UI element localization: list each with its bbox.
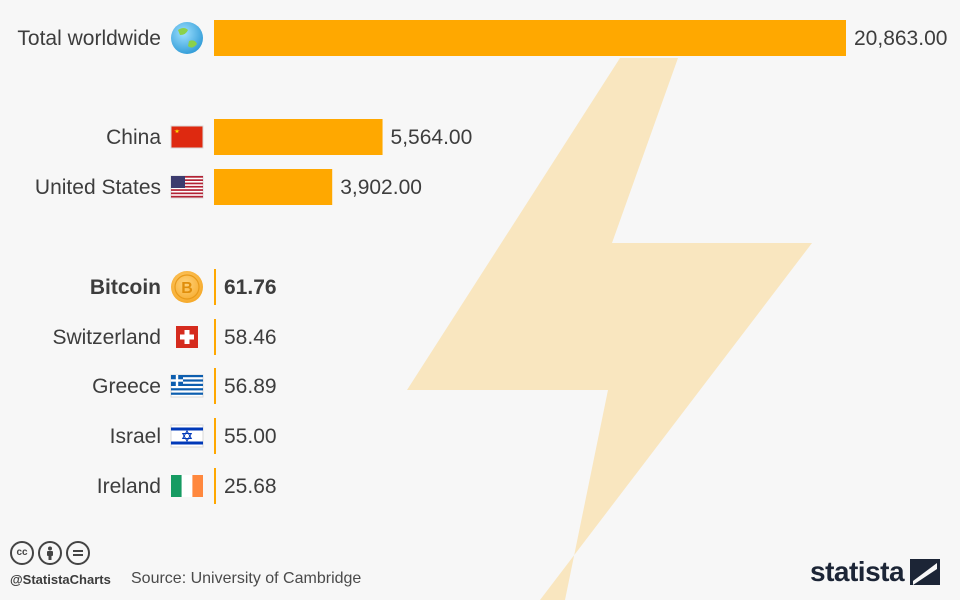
category-label: China xyxy=(106,126,161,149)
category-label: Ireland xyxy=(97,475,161,498)
bar-chart: Total worldwide 20,863.00 China 5,564.00 Uni… xyxy=(17,20,947,504)
bar-row-china: China 5,564.00 xyxy=(106,119,472,155)
bar xyxy=(214,319,216,355)
bar-row-switzerland: Switzerland 58.46 xyxy=(52,319,277,355)
switzerland-flag-icon xyxy=(176,326,198,348)
category-label: Switzerland xyxy=(52,326,161,349)
no-derivatives-icon xyxy=(66,541,90,565)
bar xyxy=(214,368,216,404)
china-flag-icon xyxy=(170,125,204,149)
usa-flag-icon xyxy=(170,175,204,199)
source-note: Source: University of Cambridge xyxy=(131,570,362,587)
bar xyxy=(214,119,383,155)
bar-row-total-worldwide: Total worldwide 20,863.00 xyxy=(17,20,947,56)
value-label: 55.00 xyxy=(224,425,277,448)
bar xyxy=(214,20,846,56)
bar-row-bitcoin: Bitcoin B 61.76 xyxy=(90,269,277,305)
bar xyxy=(214,269,216,305)
category-label: Total worldwide xyxy=(17,27,161,50)
value-label: 25.68 xyxy=(224,475,277,498)
category-label: Greece xyxy=(92,375,161,398)
value-label: 20,863.00 xyxy=(854,27,947,50)
bitcoin-coin-icon: B xyxy=(171,271,203,303)
statista-handle: @StatistaCharts xyxy=(10,572,111,587)
license-icons: cc xyxy=(10,541,90,565)
value-label: 5,564.00 xyxy=(391,126,473,149)
greece-flag-icon xyxy=(170,374,204,398)
category-label: United States xyxy=(35,176,161,199)
israel-flag-icon xyxy=(170,424,204,448)
category-label: Israel xyxy=(110,425,161,448)
value-label: 58.46 xyxy=(224,326,277,349)
bar xyxy=(214,169,333,205)
globe-icon xyxy=(171,22,203,54)
statista-brand: statista xyxy=(810,556,941,588)
value-label: 61.76 xyxy=(224,276,277,299)
bar-row-united-states: United States 3,902.00 xyxy=(35,169,422,205)
bar-row-greece: Greece 56.89 xyxy=(92,368,277,404)
bar-row-israel: Israel 55.00 xyxy=(110,418,277,454)
category-label: Bitcoin xyxy=(90,276,161,299)
value-label: 3,902.00 xyxy=(340,176,422,199)
bar xyxy=(214,418,216,454)
statista-logo-icon xyxy=(910,559,941,585)
bar-row-ireland: Ireland 25.68 xyxy=(97,468,277,504)
value-label: 56.89 xyxy=(224,375,277,398)
bar xyxy=(214,468,216,504)
svg-text:B: B xyxy=(181,280,193,297)
statista-wordmark: statista xyxy=(810,556,905,587)
ireland-flag-icon xyxy=(171,475,203,497)
attribution-icon xyxy=(38,541,62,565)
cc-icon: cc xyxy=(10,541,34,565)
